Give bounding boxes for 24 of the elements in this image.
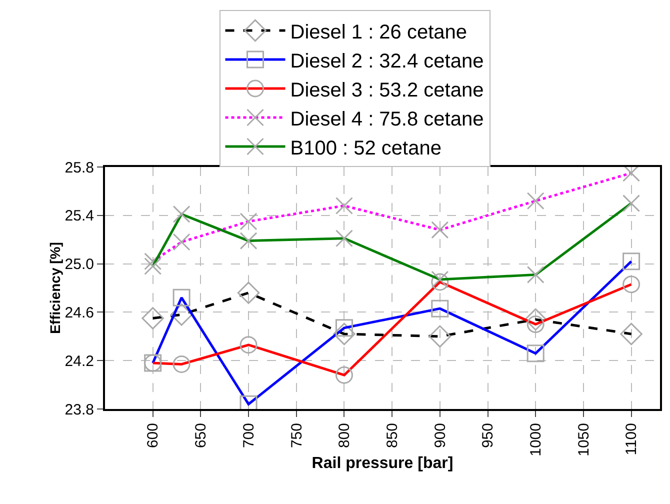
y-tick-label: 25.8 bbox=[64, 159, 94, 176]
y-tick-label: 25.0 bbox=[64, 256, 94, 274]
x-axis-title: Rail pressure [bar] bbox=[312, 455, 454, 472]
y-tick-label: 23.8 bbox=[64, 401, 94, 418]
x-tick-label: 700 bbox=[240, 423, 258, 448]
x-tick-label: 950 bbox=[480, 423, 497, 448]
legend-label: B100 : 52 cetane bbox=[290, 137, 442, 160]
x-tick-label: 650 bbox=[192, 423, 210, 448]
x-tick-label: 1100 bbox=[623, 423, 640, 456]
x-tick-label: 900 bbox=[432, 423, 449, 448]
legend-label: Diesel 2 : 32.4 cetane bbox=[290, 50, 484, 72]
x-tick-label: 600 bbox=[144, 423, 162, 448]
y-axis-title: Efficiency [%] bbox=[46, 242, 63, 334]
y-tick-label: 25.4 bbox=[64, 208, 94, 225]
x-tick-label: 1000 bbox=[527, 423, 544, 456]
y-tick-label: 24.6 bbox=[64, 304, 94, 322]
legend-label: Diesel 4 : 75.8 cetane bbox=[290, 108, 484, 130]
x-tick-label: 1050 bbox=[575, 423, 592, 456]
legend-label: Diesel 1 : 26 cetane bbox=[290, 21, 468, 44]
x-tick-label: 750 bbox=[288, 423, 306, 448]
legend-label: Diesel 3 : 53.2 cetane bbox=[290, 79, 484, 102]
x-tick-label: 800 bbox=[336, 423, 354, 448]
y-tick-label: 24.2 bbox=[64, 352, 94, 370]
x-tick-label: 850 bbox=[384, 423, 401, 448]
